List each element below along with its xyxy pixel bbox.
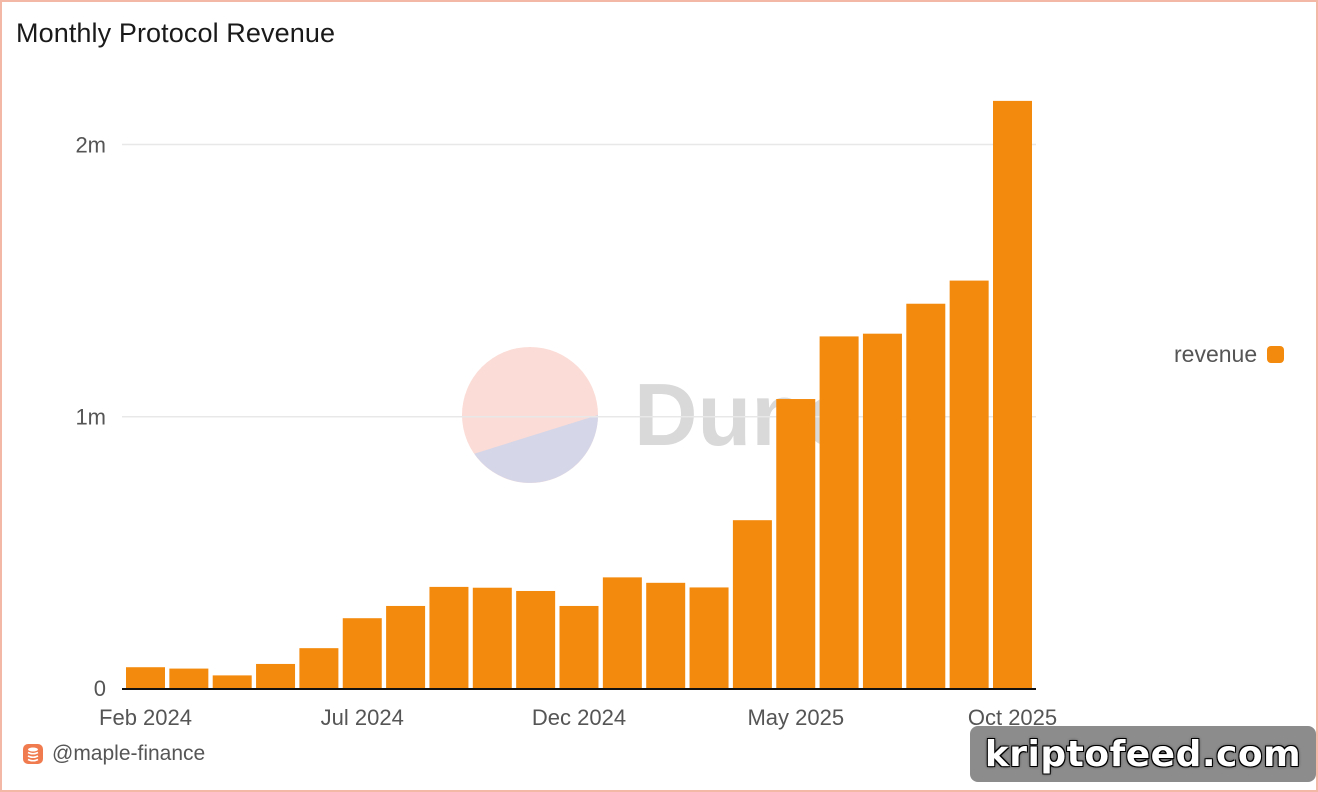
bar — [689, 587, 729, 689]
bar — [776, 399, 816, 689]
gridlines: 0 1m 2m — [75, 132, 1036, 701]
bar — [126, 667, 165, 689]
x-tick-label: Feb 2024 — [99, 705, 192, 730]
bar — [516, 590, 556, 689]
dune-watermark-text: Dune — [634, 365, 854, 464]
y-tick-label: 1m — [75, 405, 106, 430]
bar — [646, 582, 686, 689]
chart-title: Monthly Protocol Revenue — [16, 18, 336, 48]
axes: Feb 2024 Jul 2024 Dec 2024 May 2025 Oct 2025 — [99, 688, 1057, 730]
footer-username: @maple-finance — [52, 742, 206, 765]
x-tick-label: May 2025 — [747, 705, 844, 730]
bar — [732, 520, 772, 689]
bar — [386, 605, 426, 689]
bar — [256, 663, 296, 689]
bar — [906, 303, 946, 689]
bar — [342, 618, 382, 689]
bar — [169, 668, 209, 689]
bar — [429, 586, 469, 689]
x-tick-label: Oct 2025 — [968, 705, 1057, 730]
bar — [819, 336, 859, 689]
bar — [949, 280, 989, 689]
bar — [559, 605, 599, 689]
y-tick-label: 2m — [75, 132, 106, 157]
legend-swatch-revenue — [1267, 346, 1285, 363]
x-tick-label: Dec 2024 — [532, 705, 626, 730]
bar — [212, 675, 252, 689]
bar — [299, 648, 339, 689]
bar — [993, 100, 1032, 689]
bar — [602, 577, 642, 689]
legend[interactable]: revenue — [1174, 341, 1285, 368]
x-tick-label: Jul 2024 — [321, 705, 404, 730]
bar — [862, 333, 902, 689]
database-icon — [23, 744, 43, 764]
badge-text: kriptofeed.com — [984, 733, 1302, 775]
dune-logo-segment — [474, 415, 598, 483]
y-tick-label: 0 — [94, 676, 106, 701]
kriptofeed-badge: kriptofeed.com — [970, 726, 1316, 782]
legend-label-revenue: revenue — [1174, 341, 1258, 367]
bars — [126, 100, 1032, 689]
dune-watermark: Dune — [462, 347, 854, 483]
footer-attribution[interactable]: @maple-finance — [22, 742, 205, 766]
bar — [472, 587, 512, 689]
